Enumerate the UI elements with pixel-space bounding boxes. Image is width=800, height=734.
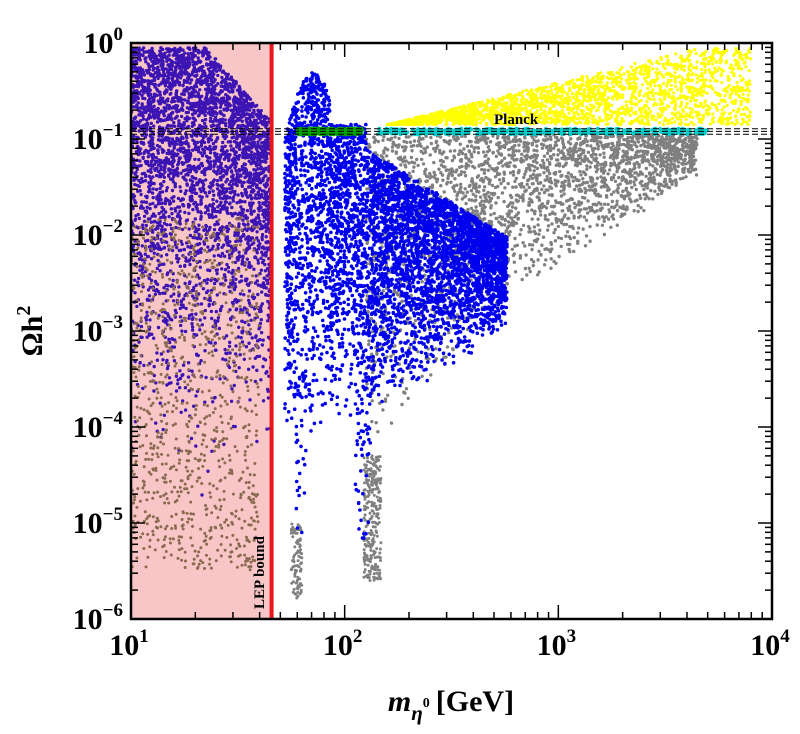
y-tick-label: 10−6 [73, 600, 123, 636]
series-all-points [362, 454, 383, 582]
x-tick-label: 104 [750, 626, 790, 662]
y-tick-label: 10−5 [73, 504, 123, 540]
series-dots [362, 454, 383, 582]
y-tick-label: 100 [84, 24, 124, 60]
series-underabundant [283, 71, 509, 540]
x-tick-label: 102 [323, 626, 363, 662]
x-axis-title: mη0 [GeV] [388, 685, 514, 725]
series-all-points [364, 132, 699, 434]
series-dots [364, 132, 699, 434]
y-tick-label: 10−2 [73, 216, 123, 252]
series-underabundant-below-lep-bound [131, 46, 274, 497]
series-dots [131, 216, 261, 572]
series-dots [385, 46, 753, 127]
y-axis-title: Ωh2 [13, 306, 49, 357]
y-tick-label: 10−4 [73, 408, 124, 444]
planck-label: Planck [494, 112, 539, 128]
x-tick-label: 103 [537, 626, 577, 662]
series-all-points [289, 522, 304, 600]
series-dots [283, 71, 509, 540]
series-dots [289, 522, 304, 600]
series-overabundant [385, 46, 753, 127]
y-tick-label: 10−3 [73, 312, 123, 348]
x-tick-label: 101 [109, 626, 149, 662]
y-tick-label: 10−1 [73, 120, 123, 156]
lep-bound-label: LEP bound [252, 535, 268, 609]
series-dots [131, 46, 274, 497]
series-below-lep-bound-brown- [131, 216, 261, 572]
